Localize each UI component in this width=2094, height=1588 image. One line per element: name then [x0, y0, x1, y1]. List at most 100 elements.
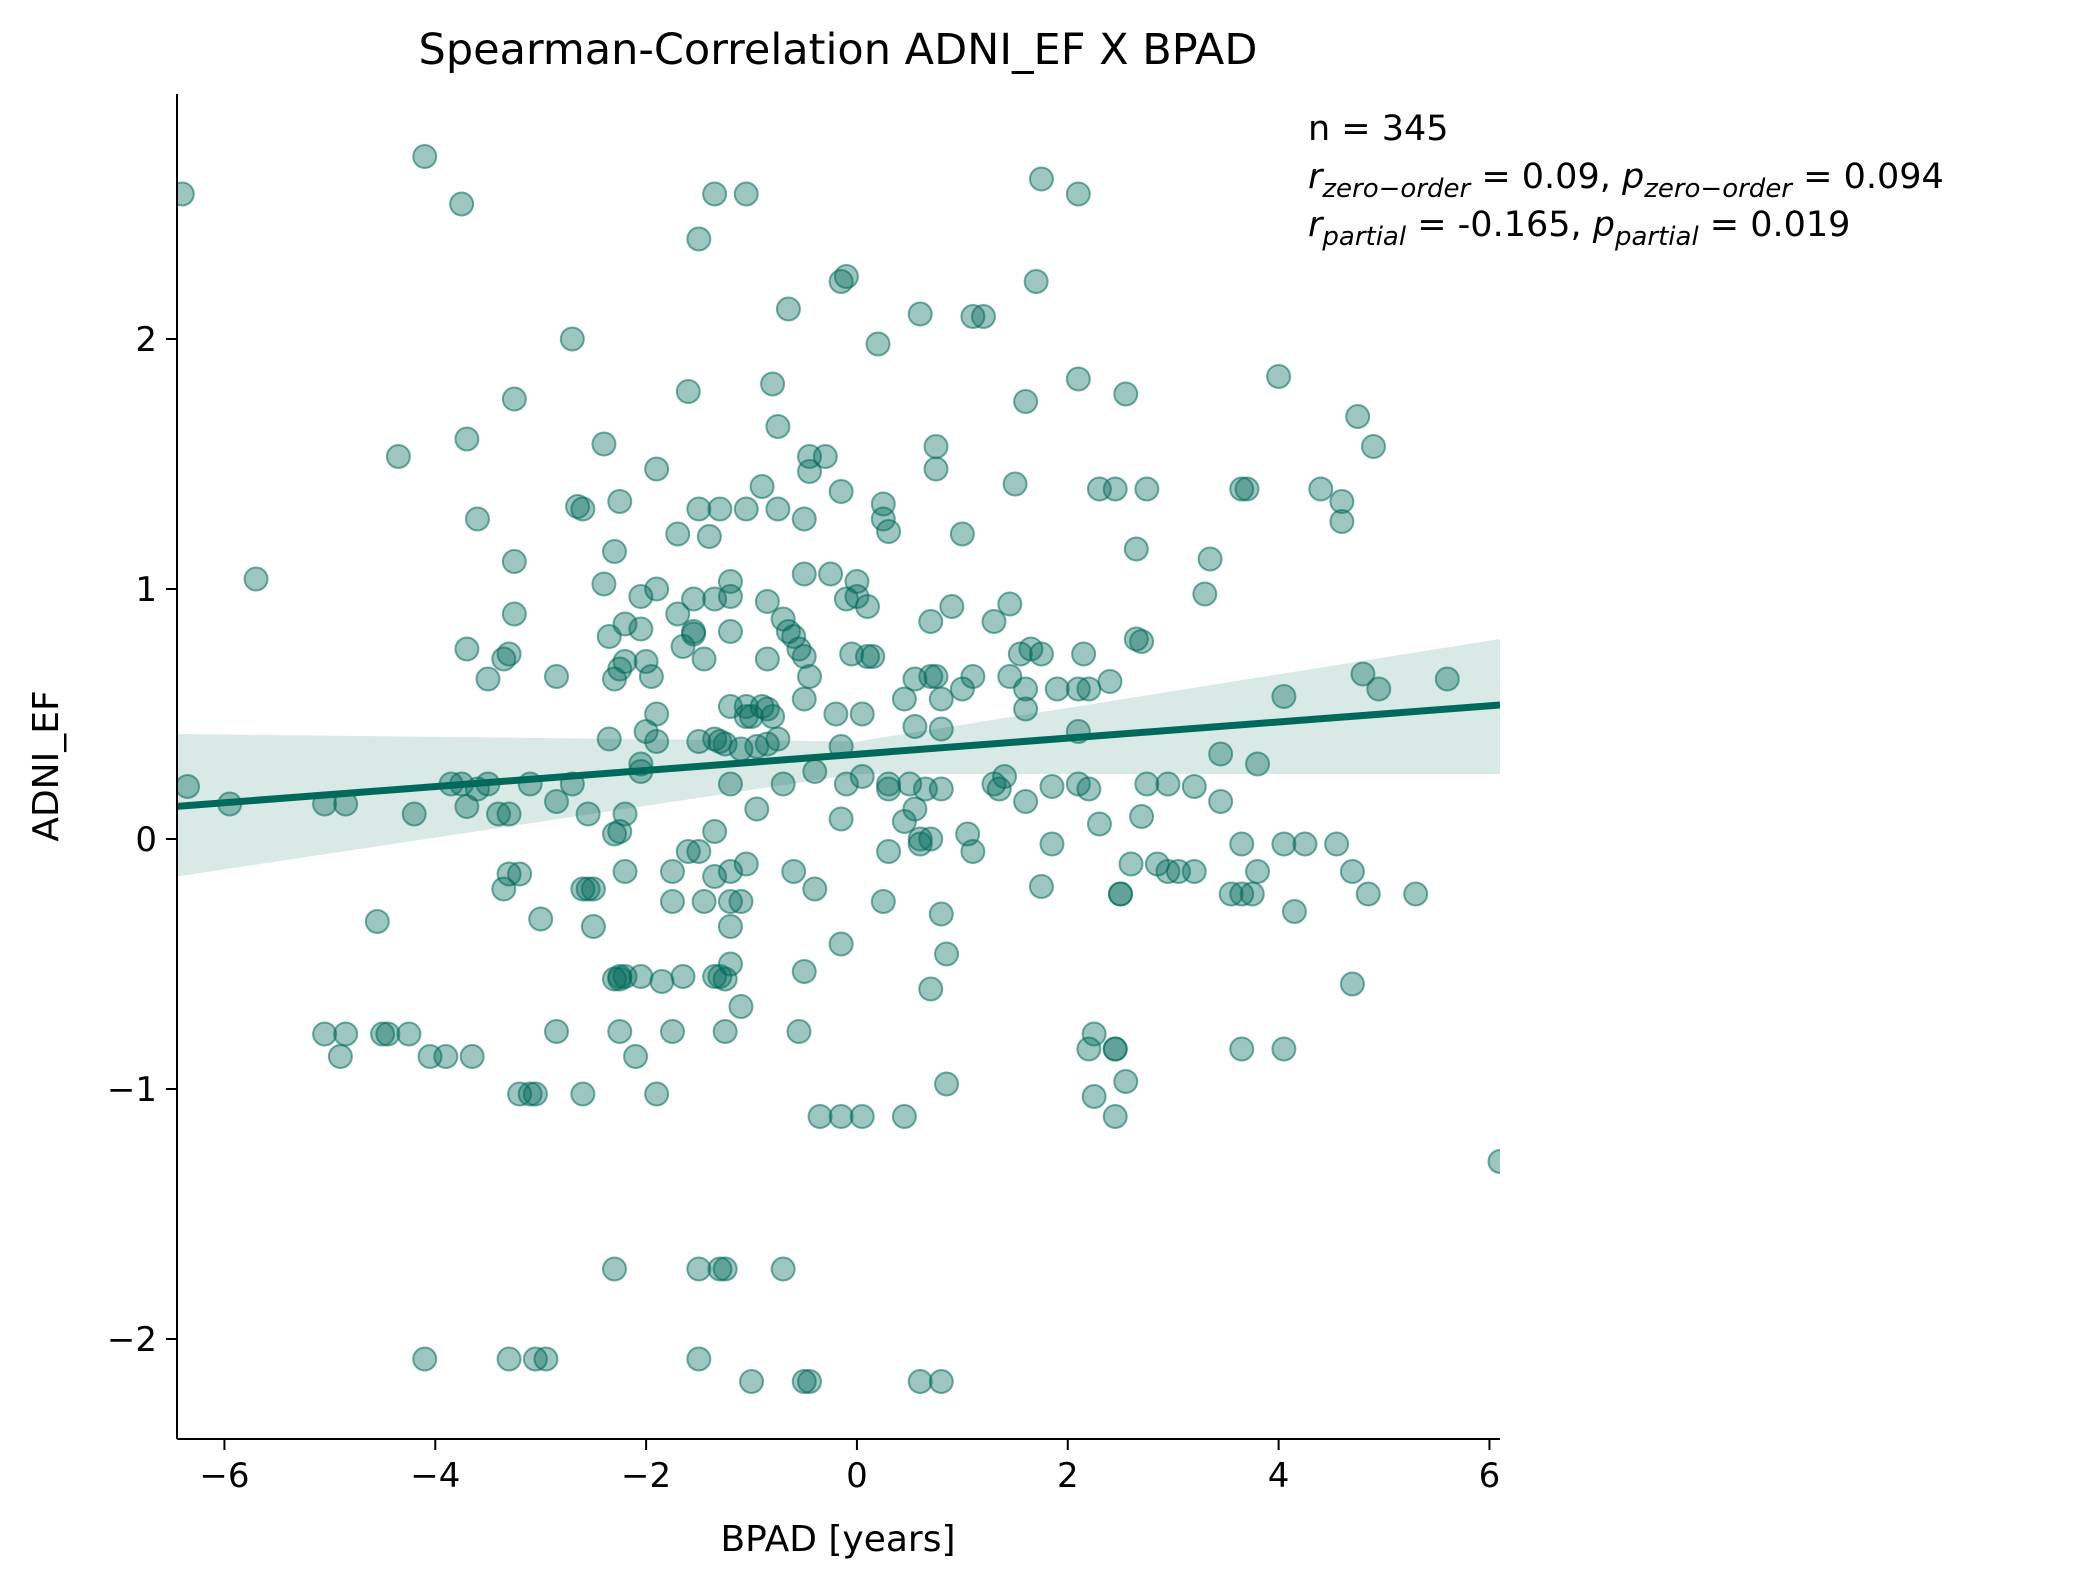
data-point: [1028, 641, 1054, 667]
x-tick-label: −6: [199, 1456, 249, 1496]
data-point: [496, 641, 522, 667]
data-point: [401, 801, 427, 827]
data-point: [623, 1044, 649, 1069]
data-point: [870, 889, 896, 914]
data-point: [828, 806, 854, 832]
data-point: [591, 431, 617, 457]
y-tick-label: 0: [135, 820, 157, 860]
data-point: [1102, 1036, 1128, 1062]
data-point: [607, 966, 633, 992]
data-point: [1028, 166, 1054, 192]
data-point: [464, 506, 490, 532]
data-point: [833, 264, 859, 289]
data-point: [1192, 581, 1218, 607]
data-point: [907, 831, 933, 857]
p-zero-subscript: zero−order: [1643, 174, 1794, 204]
data-point: [1208, 789, 1234, 814]
data-point: [665, 521, 691, 547]
data-point: [644, 576, 670, 602]
r-partial-symbol: r: [1308, 205, 1325, 245]
data-point: [686, 496, 712, 522]
data-point: [454, 426, 480, 452]
data-point: [728, 994, 754, 1019]
data-point: [177, 774, 201, 799]
data-point: [949, 676, 975, 702]
y-tick-label: 1: [135, 570, 157, 610]
stats-annotation: n = 345 rzero−order = 0.09, pzero−order …: [1308, 109, 1944, 252]
data-point: [522, 1081, 548, 1107]
data-point: [644, 456, 670, 482]
data-point: [501, 549, 527, 574]
data-point: [770, 1256, 796, 1282]
data-point: [923, 434, 949, 459]
y-tick-label: 2: [135, 320, 157, 360]
data-point: [1123, 536, 1149, 562]
data-point: [712, 966, 738, 992]
data-point: [1324, 831, 1350, 857]
data-point: [791, 506, 817, 532]
data-point: [775, 296, 801, 322]
data-point: [1013, 676, 1039, 702]
data-point: [849, 764, 875, 789]
r-partial-subscript: partial: [1321, 222, 1406, 252]
data-point: [797, 664, 823, 689]
data-point: [923, 456, 949, 482]
data-point: [928, 686, 954, 712]
data-point: [739, 1369, 765, 1394]
data-point: [1266, 364, 1292, 389]
data-point: [749, 474, 775, 499]
data-point: [1271, 684, 1297, 709]
data-point: [733, 496, 759, 522]
data-point: [375, 1021, 401, 1047]
data-point: [1181, 859, 1207, 884]
data-point: [612, 859, 638, 884]
data-point: [1245, 751, 1271, 777]
data-point: [728, 889, 754, 914]
data-point: [702, 726, 728, 752]
data-point: [628, 616, 654, 642]
data-point: [575, 801, 601, 827]
r-partial-value: = -0.165,: [1406, 205, 1593, 245]
data-point: [717, 859, 743, 884]
data-point: [1487, 1149, 1500, 1174]
data-point: [833, 771, 859, 797]
data-point: [1350, 661, 1376, 687]
data-point: [797, 459, 823, 484]
data-point: [797, 1369, 823, 1394]
data-point: [1107, 881, 1133, 907]
data-point: [628, 584, 654, 609]
data-point: [591, 571, 617, 597]
data-point: [496, 1346, 522, 1372]
data-point: [459, 1044, 485, 1069]
data-point: [1339, 859, 1365, 884]
data-point: [675, 379, 701, 404]
r-zero-symbol: r: [1308, 157, 1325, 197]
data-point: [876, 839, 902, 864]
data-point: [544, 1019, 570, 1044]
data-point: [1403, 881, 1429, 907]
data-point: [870, 506, 896, 532]
data-point: [644, 729, 670, 754]
data-point: [1013, 789, 1039, 814]
data-point: [876, 771, 902, 797]
x-tick-label: −4: [410, 1456, 460, 1496]
data-point: [760, 704, 786, 729]
data-point: [791, 561, 817, 587]
data-point: [633, 649, 659, 674]
data-point: [807, 1104, 833, 1129]
data-point: [928, 901, 954, 927]
data-point: [1434, 666, 1460, 692]
data-point: [907, 1369, 933, 1394]
data-point: [891, 1104, 917, 1129]
data-point: [918, 976, 944, 1002]
data-point: [849, 701, 875, 727]
data-point: [243, 566, 269, 592]
data-point: [580, 914, 606, 939]
data-point: [496, 801, 522, 827]
data-point: [876, 519, 902, 544]
data-point: [686, 226, 712, 252]
data-point: [601, 1256, 627, 1282]
data-point: [902, 796, 928, 822]
data-point: [786, 1019, 812, 1044]
